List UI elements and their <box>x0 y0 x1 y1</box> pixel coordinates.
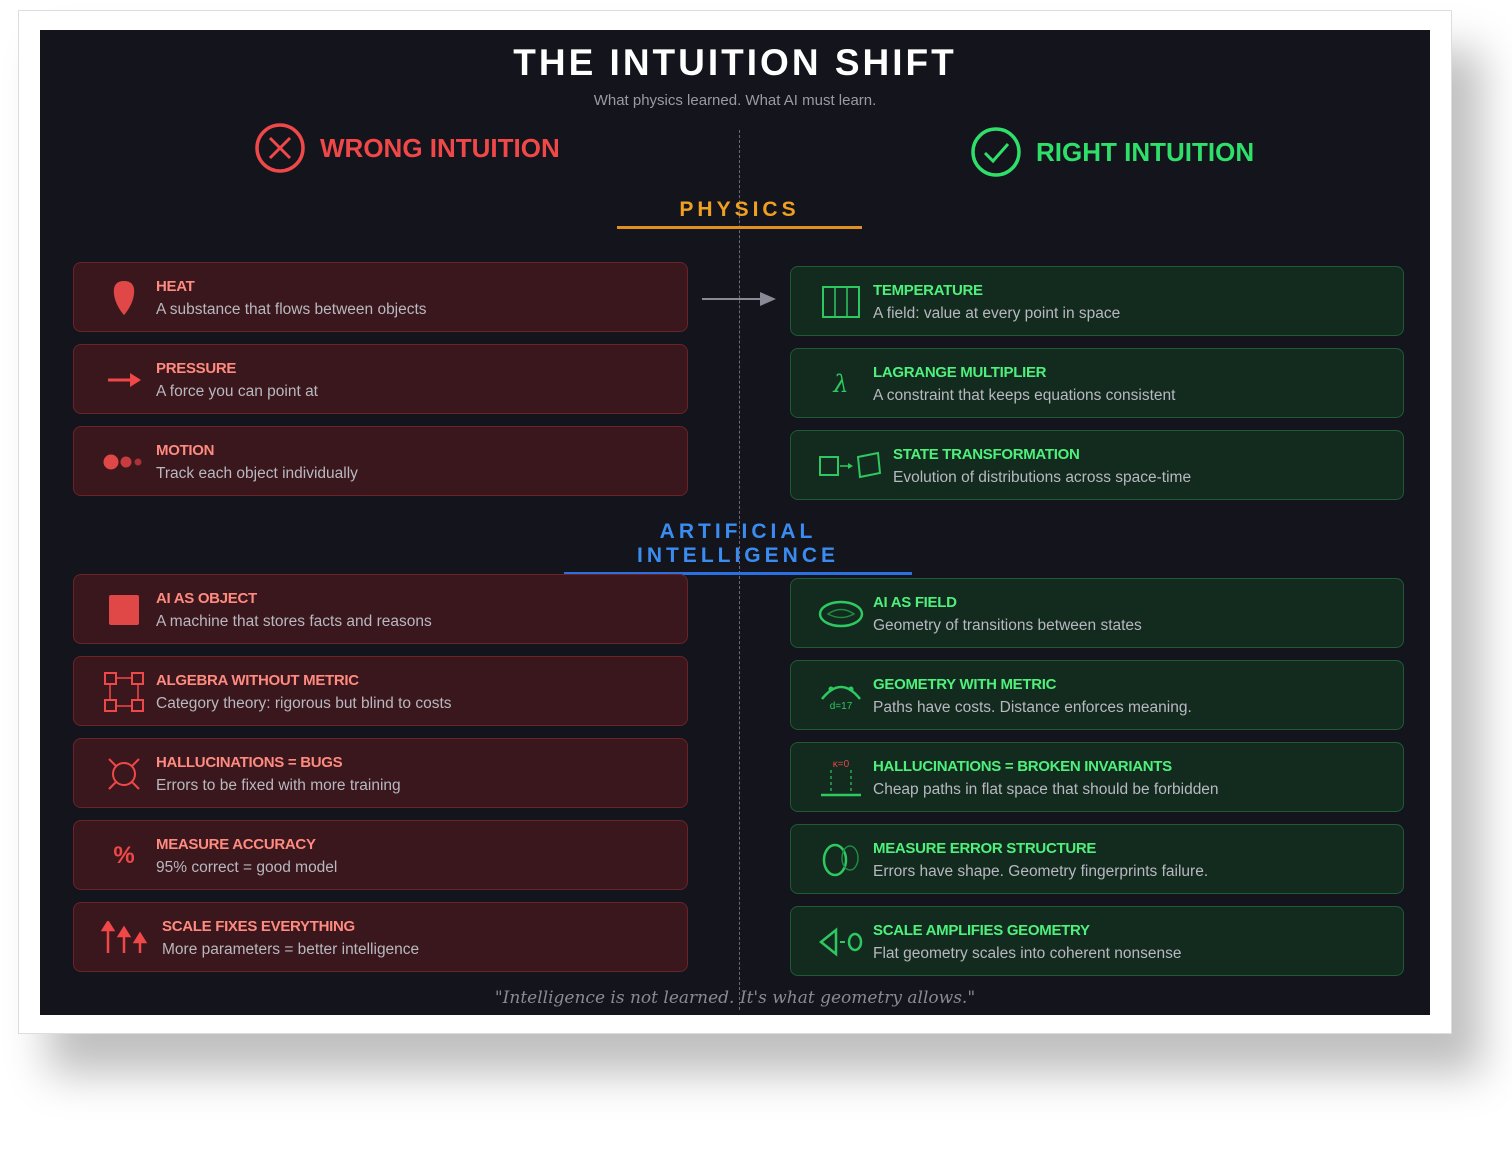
percent-icon: % <box>113 842 135 869</box>
dots-icon <box>103 454 142 470</box>
card-desc: 95% correct = good model <box>156 859 338 876</box>
footer-quote: "Intelligence is not learned. It's what … <box>494 988 976 1008</box>
transition-arrow-icon <box>702 292 776 306</box>
transform-icon <box>819 451 882 479</box>
card-measure-accuracy: % MEASURE ACCURACY 95% correct = good mo… <box>73 820 688 890</box>
curvature-label: κ=0 <box>832 758 850 770</box>
arrow-right-icon <box>108 373 141 387</box>
card-temperature: TEMPERATURE A field: value at every poin… <box>790 266 1404 336</box>
card-ai-as-object: AI AS OBJECT A machine that stores facts… <box>73 574 688 644</box>
card-desc: Errors have shape. Geometry fingerprints… <box>873 863 1209 880</box>
card-desc: Errors to be fixed with more training <box>156 777 401 794</box>
wrong-heading-label: WRONG INTUITION <box>320 132 560 163</box>
card-measure-error-structure: MEASURE ERROR STRUCTURE Errors have shap… <box>790 824 1404 894</box>
card-desc: A substance that flows between objects <box>156 301 427 318</box>
card-heat: HEAT A substance that flows between obje… <box>73 262 688 332</box>
card-title: TEMPERATURE <box>873 282 983 299</box>
card-algebra-without-metric: ALGEBRA WITHOUT METRIC Category theory: … <box>73 656 688 726</box>
card-title: AI AS FIELD <box>873 594 957 611</box>
card-desc: Paths have costs. Distance enforces mean… <box>873 699 1192 716</box>
section-physics: PHYSICS <box>617 198 862 229</box>
card-desc: Track each object individually <box>156 465 358 482</box>
card-ai-as-field: AI AS FIELD Geometry of transitions betw… <box>790 578 1404 648</box>
card-title: ALGEBRA WITHOUT METRIC <box>156 672 359 689</box>
card-title: MEASURE ACCURACY <box>156 836 316 853</box>
section-ai: ARTIFICIAL INTELLIGENCE <box>564 520 912 575</box>
ellipses-icon <box>822 843 859 877</box>
card-desc: Cheap paths in flat space that should be… <box>873 781 1219 798</box>
wrong-heading: WRONG INTUITION <box>254 122 560 174</box>
page-title: THE INTUITION SHIFT <box>513 42 957 83</box>
card-geometry-with-metric: d=17 GEOMETRY WITH METRIC Paths have cos… <box>790 660 1404 730</box>
lambda-icon: λ <box>833 370 849 398</box>
card-desc: A constraint that keeps equations consis… <box>873 387 1176 404</box>
card-title: LAGRANGE MULTIPLIER <box>873 364 1047 381</box>
flat-curvature-icon <box>821 769 861 796</box>
square-icon <box>109 595 139 625</box>
right-heading: RIGHT INTUITION <box>970 126 1254 178</box>
card-scale-amplifies-geometry: SCALE AMPLIFIES GEOMETRY Flat geometry s… <box>790 906 1404 976</box>
card-title: SCALE FIXES EVERYTHING <box>162 918 355 935</box>
card-lagrange: λ LAGRANGE MULTIPLIER A constraint that … <box>790 348 1404 418</box>
card-desc: Category theory: rigorous but blind to c… <box>156 695 452 712</box>
card-title: AI AS OBJECT <box>156 590 257 607</box>
card-desc: A force you can point at <box>156 383 318 400</box>
card-title: MEASURE ERROR STRUCTURE <box>873 840 1097 857</box>
arrows-up-icon <box>101 921 147 953</box>
card-desc: Evolution of distributions across space-… <box>893 469 1192 486</box>
arc-metric-icon <box>821 685 861 700</box>
card-title: MOTION <box>156 442 215 459</box>
field-grid-icon <box>822 286 860 318</box>
card-motion: MOTION Track each object individually <box>73 426 688 496</box>
card-desc: A field: value at every point in space <box>873 305 1121 322</box>
card-desc: Flat geometry scales into coherent nonse… <box>873 945 1182 962</box>
card-state-transformation: STATE TRANSFORMATION Evolution of distri… <box>790 430 1404 500</box>
distance-label: d=17 <box>829 700 853 712</box>
card-title: STATE TRANSFORMATION <box>893 446 1080 463</box>
card-hallucinations-invariants: κ=0 HALLUCINATIONS = BROKEN INVARIANTS C… <box>790 742 1404 812</box>
card-pressure: PRESSURE A force you can point at <box>73 344 688 414</box>
card-title: HALLUCINATIONS = BUGS <box>156 754 343 771</box>
card-title: HEAT <box>156 278 195 295</box>
triangle-circle-icon <box>818 927 863 957</box>
card-scale-fixes-everything: SCALE FIXES EVERYTHING More parameters =… <box>73 902 688 972</box>
subtitle: What physics learned. What AI must learn… <box>593 92 877 109</box>
category-diagram-icon <box>104 672 144 712</box>
card-desc: A machine that stores facts and reasons <box>156 613 432 630</box>
right-heading-label: RIGHT INTUITION <box>1036 136 1255 167</box>
torus-icon <box>818 600 864 628</box>
card-title: GEOMETRY WITH METRIC <box>873 676 1057 693</box>
check-circle-icon <box>971 127 1021 177</box>
card-hallucinations-bugs: HALLUCINATIONS = BUGS Errors to be fixed… <box>73 738 688 808</box>
drop-icon <box>113 281 135 315</box>
infographic-poster: THE INTUITION SHIFT What physics learned… <box>40 30 1430 1015</box>
card-title: SCALE AMPLIFIES GEOMETRY <box>873 922 1090 939</box>
card-desc: More parameters = better intelligence <box>162 941 420 958</box>
bug-icon <box>108 758 140 790</box>
card-title: HALLUCINATIONS = BROKEN INVARIANTS <box>873 758 1172 775</box>
card-desc: Geometry of transitions between states <box>873 617 1142 634</box>
x-circle-icon <box>255 123 305 173</box>
card-title: PRESSURE <box>156 360 237 377</box>
center-divider <box>739 130 740 1010</box>
